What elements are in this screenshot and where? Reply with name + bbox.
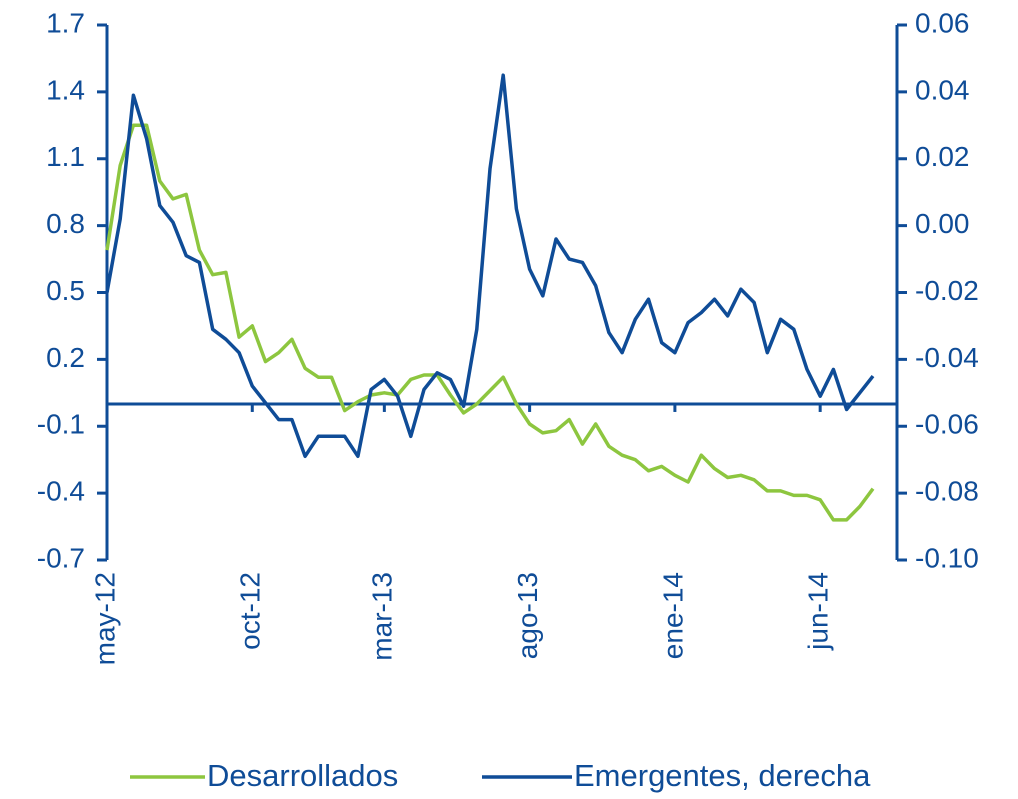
y-tick-label: -0.7 [37,542,85,573]
x-tick-label: ago-13 [512,572,543,659]
y-tick-label: 0.8 [46,208,85,239]
y2-tick-label: 0.04 [915,74,970,105]
y2-tick-label: 0.02 [915,141,970,172]
y2-tick-label: -0.04 [915,342,979,373]
y-tick-label: -0.1 [37,409,85,440]
series-line [105,73,875,459]
x-tick-label: oct-12 [235,572,266,650]
y2-tick-label: -0.06 [915,409,979,440]
y-tick-label: 1.1 [46,141,85,172]
x-tick-label: ene-14 [657,572,688,659]
y-tick-label: 1.7 [46,7,85,38]
y2-tick-label: -0.10 [915,542,979,573]
y2-tick-label: -0.02 [915,275,979,306]
legend-label: Emergentes, derecha [574,758,871,793]
x-tick-label: mar-13 [367,572,398,661]
y2-tick-label: 0.00 [915,208,970,239]
x-tick-label: may-12 [89,572,120,665]
y-tick-label: 1.4 [46,74,85,105]
y-tick-label: 0.5 [46,275,85,306]
x-tick-label: jun-14 [803,572,834,651]
legend-label: Desarrollados [207,758,398,793]
y-tick-label: -0.4 [37,476,85,507]
y2-tick-label: -0.08 [915,476,979,507]
series-line [105,123,875,522]
y2-tick-label: 0.06 [915,7,970,38]
y-tick-label: 0.2 [46,342,85,373]
